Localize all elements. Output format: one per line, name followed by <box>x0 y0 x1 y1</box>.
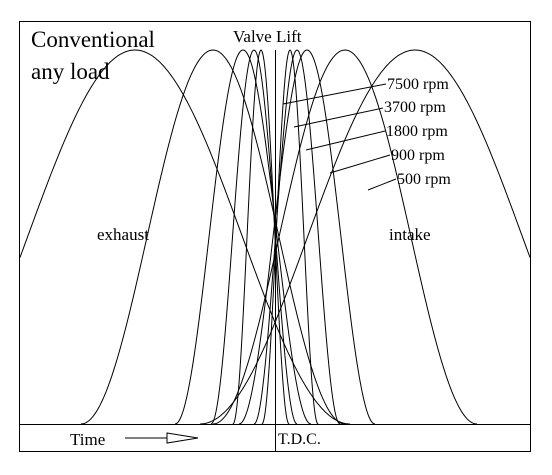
leader-line-500 <box>367 178 397 191</box>
leader-line-7500 <box>282 83 387 105</box>
leader-line-3700 <box>293 107 384 128</box>
exhaust-curve-1800 <box>174 49 312 425</box>
exhaust-curve-7500 <box>19 49 350 425</box>
intake-curve-1800 <box>238 49 376 425</box>
rpm-label-500: 500 rpm <box>397 171 451 188</box>
exhaust-curve-900 <box>210 49 298 425</box>
heading-line1: Conventional <box>31 27 155 52</box>
heading-line2: any load <box>31 59 110 84</box>
plot-frame <box>19 21 531 452</box>
leader-line-900 <box>329 154 391 174</box>
lift-curves <box>19 49 531 425</box>
intake-curve-500 <box>261 49 319 425</box>
exhaust-curve-500 <box>232 49 290 425</box>
intake-curve-900 <box>253 49 341 425</box>
rpm-label-7500: 7500 rpm <box>387 76 449 93</box>
time-label: Time <box>70 430 105 449</box>
exhaust-curve-3700 <box>80 49 346 425</box>
rpm-label-3700: 3700 rpm <box>384 99 446 116</box>
valve-lift-label: Valve Lift <box>233 27 302 46</box>
intake-label: intake <box>389 225 431 244</box>
tdc-label: T.D.C. <box>278 431 321 448</box>
intake-curve-3700 <box>212 49 478 425</box>
exhaust-label: exhaust <box>97 225 149 244</box>
rpm-label-1800: 1800 rpm <box>386 123 448 140</box>
rpm-label-900: 900 rpm <box>391 147 445 164</box>
leader-line-1800 <box>305 130 386 151</box>
time-arrow-icon <box>125 432 199 444</box>
rpm-leader-lines <box>282 83 397 191</box>
intake-curve-7500 <box>200 49 531 425</box>
